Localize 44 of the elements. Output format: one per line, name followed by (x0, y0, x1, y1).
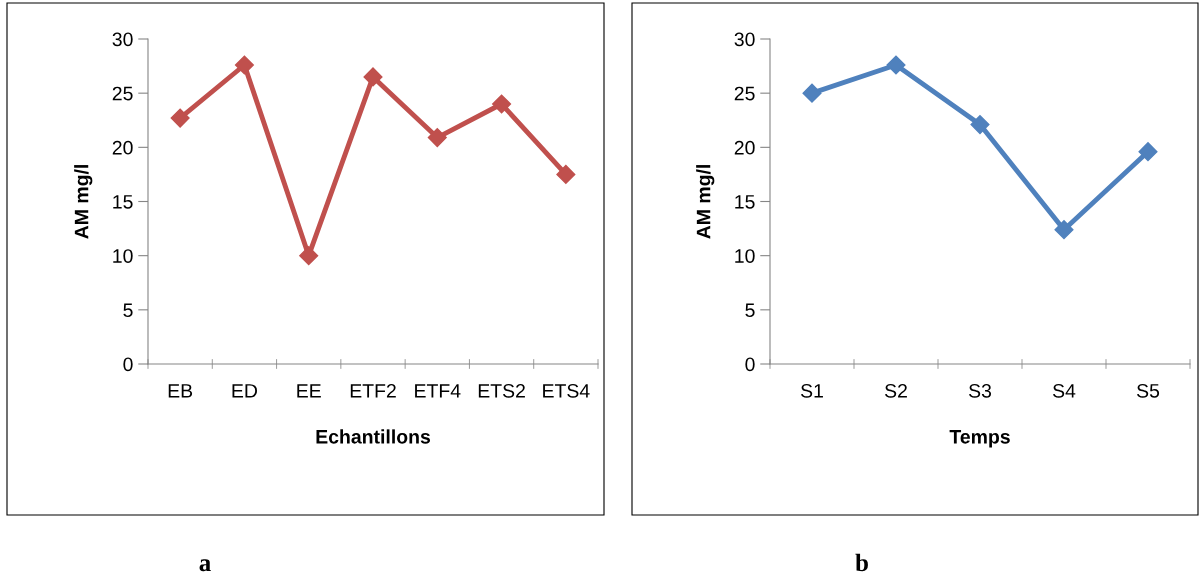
x-tick-label: S1 (800, 383, 823, 398)
y-tick-label: 30 (112, 32, 133, 47)
x-axis-title: Echantillons (316, 429, 431, 444)
y-axis-title: AM mg/l (696, 165, 715, 239)
point (886, 55, 906, 75)
point (1138, 142, 1158, 162)
y-tick-label: 25 (734, 86, 755, 101)
x-tick-label: ETF2 (350, 383, 396, 398)
point (492, 94, 512, 114)
point (802, 83, 822, 103)
x-tick-label: S5 (1136, 383, 1160, 398)
point (1054, 220, 1074, 240)
y-axis-title: AM mg/l (74, 165, 93, 239)
y-tick-label: 25 (112, 86, 133, 101)
y-tick-label: 5 (745, 303, 755, 318)
x-tick-label: ED (232, 384, 257, 398)
point (234, 55, 254, 75)
y-tick-label: 20 (734, 140, 755, 155)
y-tick-label: 15 (113, 195, 133, 209)
point (363, 67, 383, 87)
x-tick-label: ETF4 (415, 384, 461, 398)
x-tick-label: EB (168, 384, 193, 398)
x-tick-label: EE (297, 384, 321, 398)
x-tick-label: S4 (1052, 383, 1076, 398)
x-tick-label: ETS2 (478, 383, 525, 398)
y-tick-label: 5 (123, 303, 133, 318)
y-tick-label: 0 (745, 357, 755, 372)
point (970, 115, 990, 135)
y-tick-label: 15 (735, 195, 755, 209)
y-tick-label: 30 (734, 32, 755, 47)
text: a (199, 559, 211, 572)
y-tick-label: 20 (112, 140, 133, 155)
point (170, 108, 190, 128)
y-tick-label: 10 (735, 249, 755, 263)
point (299, 246, 319, 266)
point (427, 128, 447, 148)
x-tick-label: S3 (968, 383, 992, 398)
y-tick-label: 0 (123, 357, 133, 372)
text: b (855, 553, 868, 572)
y-tick-label: 10 (113, 249, 133, 263)
x-tick-label: ETS4 (543, 383, 590, 398)
x-axis-title: Temps (949, 430, 1010, 448)
point (556, 164, 576, 184)
x-tick-label: S2 (884, 383, 907, 398)
